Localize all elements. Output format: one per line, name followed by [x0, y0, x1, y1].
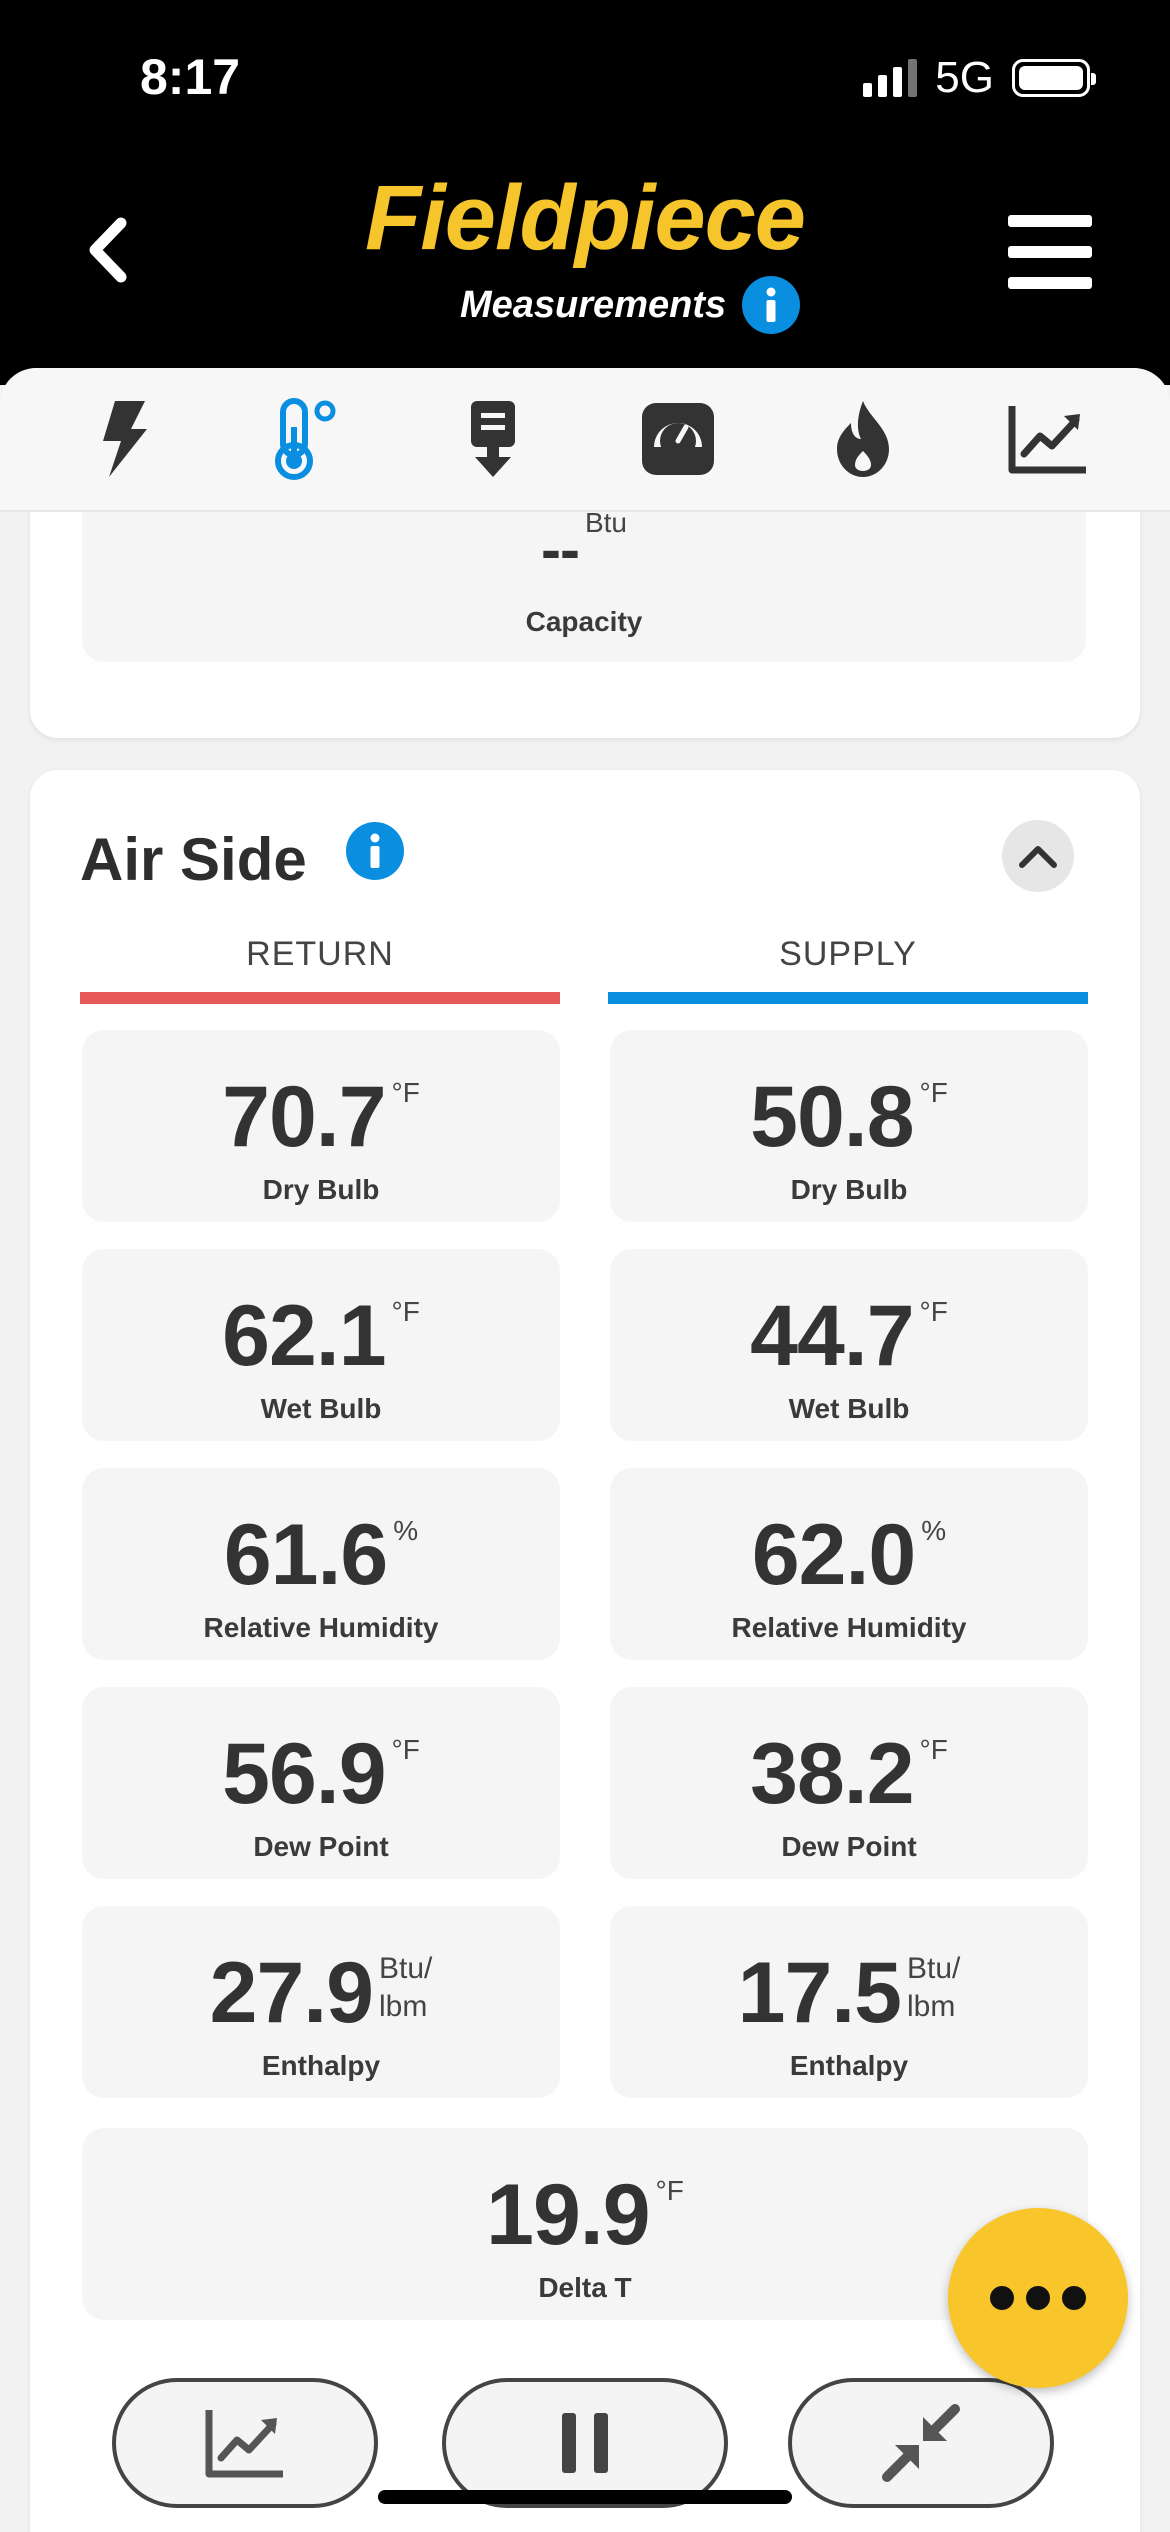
- measurement-tabs: [0, 368, 1170, 512]
- home-indicator: [378, 2490, 792, 2504]
- reading-unit: °F: [391, 1734, 420, 1765]
- reading-value: 56.9: [222, 1726, 386, 1822]
- reading-unit: °F: [919, 1296, 948, 1327]
- supply-relative-humidity-tile[interactable]: 62.0% Relative Humidity: [610, 1468, 1088, 1660]
- app-header: 8:17 5G Fieldpiece Measurements: [0, 0, 1170, 385]
- reading-value: 62.1: [222, 1288, 386, 1384]
- more-options-button[interactable]: [948, 2208, 1128, 2388]
- reading-label: Dry Bulb: [262, 1174, 380, 1205]
- signal-icon: [863, 59, 918, 97]
- supply-underline: [608, 992, 1088, 1004]
- tab-electrical[interactable]: [68, 384, 178, 494]
- return-underline: [80, 992, 560, 1004]
- tab-gauge[interactable]: [623, 384, 733, 494]
- hamburger-icon: [1008, 215, 1092, 227]
- return-enthalpy-tile[interactable]: 27.9 Btu/ lbm Enthalpy: [82, 1906, 560, 2098]
- reading-label: Wet Bulb: [260, 1393, 382, 1424]
- compact-view-button[interactable]: [788, 2378, 1054, 2508]
- chevron-up-icon: [1019, 846, 1057, 868]
- tab-temperature[interactable]: [253, 384, 363, 494]
- info-icon[interactable]: [346, 822, 404, 880]
- reading-value: 17.5: [737, 1945, 902, 2041]
- collapse-button[interactable]: [1002, 820, 1074, 892]
- tab-combustion[interactable]: [808, 384, 918, 494]
- reading-value: 62.0: [751, 1507, 916, 1603]
- reading-label: Relative Humidity: [203, 1612, 439, 1643]
- chart-icon: [1008, 406, 1086, 474]
- reading-unit: °F: [391, 1077, 420, 1108]
- return-dry-bulb-tile[interactable]: 70.7 °F Dry Bulb: [82, 1030, 560, 1222]
- reading-unit: °F: [391, 1296, 420, 1327]
- reading-value: 38.2: [750, 1726, 914, 1822]
- reading-unit: %: [921, 1515, 947, 1546]
- supply-dry-bulb-tile[interactable]: 50.8 °F Dry Bulb: [610, 1030, 1088, 1222]
- back-button[interactable]: [72, 205, 142, 295]
- capacity-unit: Btu: [584, 507, 627, 538]
- supply-wet-bulb-tile[interactable]: 44.7 °F Wet Bulb: [610, 1249, 1088, 1441]
- reading-label: Dew Point: [253, 1831, 389, 1862]
- return-wet-bulb-tile[interactable]: 62.1 °F Wet Bulb: [82, 1249, 560, 1441]
- page-subtitle: Measurements: [460, 283, 727, 326]
- reading-value: 27.9: [209, 1945, 374, 2041]
- section-title: Air Side: [80, 826, 307, 893]
- reading-unit: Btu/ lbm: [907, 1952, 961, 2023]
- graph-button[interactable]: [112, 2378, 378, 2508]
- pause-icon: [562, 2413, 608, 2473]
- return-relative-humidity-tile[interactable]: 61.6% Relative Humidity: [82, 1468, 560, 1660]
- reading-value: 19.9: [486, 2167, 650, 2263]
- reading-label: Enthalpy: [261, 2050, 381, 2081]
- reading-value: 70.7: [222, 1069, 386, 1165]
- reading-unit: °F: [655, 2175, 684, 2206]
- collapse-arrows-icon: [882, 2404, 960, 2482]
- reading-label: Relative Humidity: [731, 1612, 967, 1643]
- status-time: 8:17: [140, 49, 241, 105]
- flame-icon: [836, 401, 889, 477]
- supply-heading: SUPPLY: [779, 935, 917, 973]
- battery-icon: [1012, 59, 1096, 97]
- reading-unit: °F: [919, 1077, 948, 1108]
- reading-label: Wet Bulb: [788, 1393, 910, 1424]
- menu-button[interactable]: [1008, 215, 1092, 289]
- tab-charts[interactable]: [993, 384, 1103, 494]
- reading-label: Delta T: [538, 2272, 632, 2303]
- return-dew-point-tile[interactable]: 56.9 °F Dew Point: [82, 1687, 560, 1879]
- reading-unit: Btu/ lbm: [379, 1952, 433, 2023]
- delta-t-tile[interactable]: 19.9 °F Delta T: [82, 2128, 1088, 2320]
- info-icon[interactable]: [742, 276, 801, 334]
- reading-value: 50.8: [750, 1069, 914, 1165]
- tab-probe[interactable]: [438, 384, 548, 494]
- page-subtitle-row: Measurements: [460, 276, 801, 334]
- lightning-icon: [102, 401, 147, 477]
- reading-label: Dew Point: [781, 1831, 917, 1862]
- supply-dew-point-tile[interactable]: 38.2 °F Dew Point: [610, 1687, 1088, 1879]
- probe-icon: [470, 401, 515, 477]
- gauge-icon: [641, 403, 714, 475]
- chart-icon: [205, 2410, 283, 2478]
- capacity-value: --: [541, 516, 580, 583]
- reading-value: 44.7: [750, 1288, 914, 1384]
- chevron-left-icon: [89, 217, 127, 283]
- brand-logo: Fieldpiece: [365, 167, 806, 269]
- reading-label: Enthalpy: [789, 2050, 909, 2081]
- reading-unit: %: [393, 1515, 419, 1546]
- more-dots-icon: [990, 2286, 1014, 2310]
- pause-button[interactable]: [442, 2378, 728, 2508]
- reading-label: Dry Bulb: [790, 1174, 908, 1205]
- reading-value: 61.6: [223, 1507, 388, 1603]
- supply-enthalpy-tile[interactable]: 17.5 Btu/ lbm Enthalpy: [610, 1906, 1088, 2098]
- status-indicators: 5G: [863, 52, 1096, 104]
- capacity-label: Capacity: [525, 606, 643, 637]
- thermometer-icon: [274, 398, 335, 480]
- network-type: 5G: [935, 53, 994, 102]
- return-heading: RETURN: [246, 935, 394, 973]
- reading-unit: °F: [919, 1734, 948, 1765]
- air-side-card: Air Side RETURN SUPPLY 70.7 °F Dry Bulb 6…: [30, 770, 1140, 2532]
